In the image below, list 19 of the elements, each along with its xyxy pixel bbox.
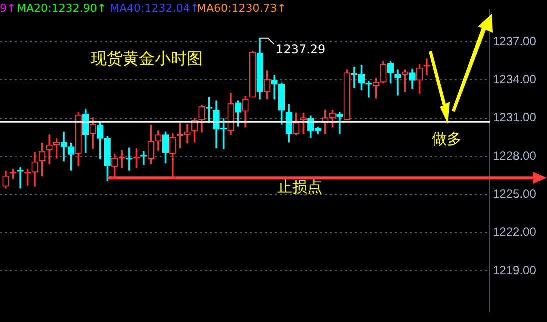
candlestick: [60, 132, 68, 162]
y-tick-label: 1222.00: [493, 225, 537, 240]
candlestick: [17, 167, 24, 189]
annotation: 9↑: [0, 2, 16, 15]
y-tick-label: 1228.00: [493, 148, 537, 163]
y-tick-label: 1225.00: [493, 187, 537, 202]
y-tick-label: 1219.00: [493, 263, 537, 278]
annotation: MA40:1232.04↑: [110, 2, 200, 15]
annotation: MA20:1232.90↑: [17, 2, 106, 15]
candlestick: [424, 58, 430, 76]
annotation: 1237.29: [276, 42, 326, 56]
y-tick-label: 1237.00: [493, 34, 537, 48]
candlestick: [394, 70, 402, 96]
text: 做多: [432, 130, 462, 148]
y-tick-label: 1234.00: [493, 72, 537, 87]
annotation: MA60:1230.73↑: [197, 2, 286, 15]
ref-line-label: 止损点: [278, 178, 322, 196]
y-tick-label: 1231.00: [493, 110, 537, 125]
text: 现货黄金小时图: [91, 49, 203, 68]
